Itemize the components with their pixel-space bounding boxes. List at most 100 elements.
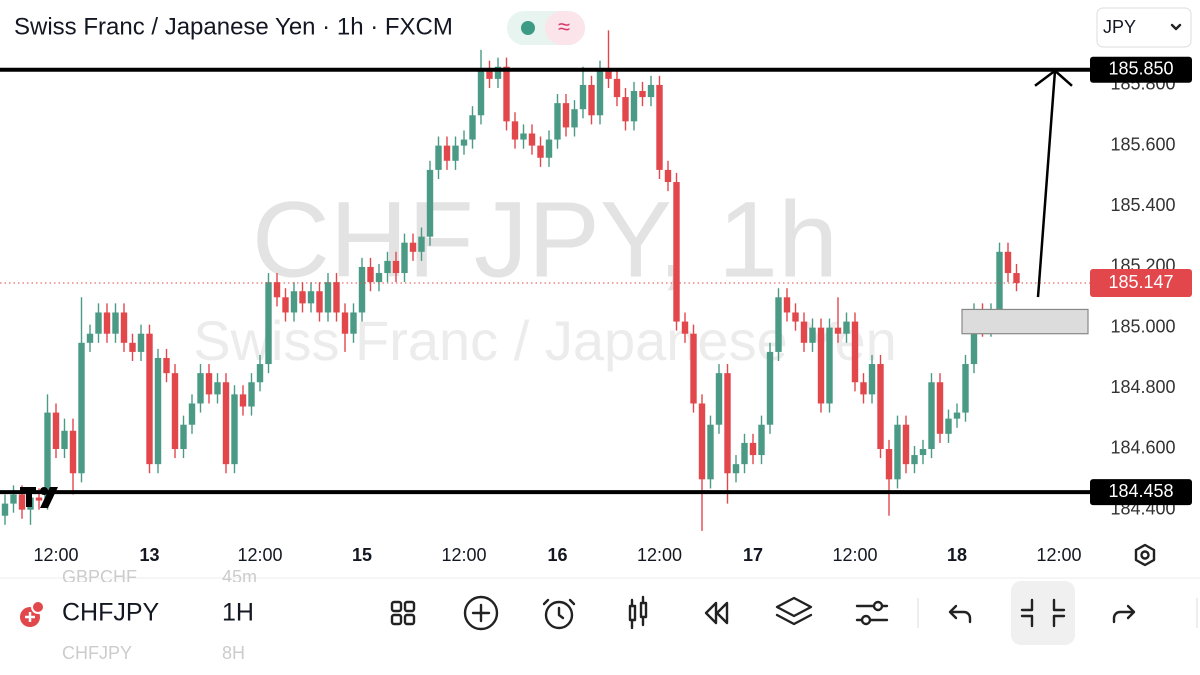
candle-body — [265, 282, 272, 365]
candle-body — [868, 364, 876, 395]
candle-body — [154, 357, 162, 465]
symbol-icon[interactable] — [20, 600, 45, 627]
undo-icon[interactable] — [948, 604, 972, 624]
candle-body — [392, 260, 400, 274]
candle-body — [860, 382, 867, 395]
candle-body — [86, 333, 94, 343]
x-tick-label: 12:00 — [1036, 545, 1081, 565]
currency-select[interactable]: JPY — [1096, 7, 1192, 48]
candle-body — [61, 430, 68, 449]
indicator-icon[interactable] — [628, 595, 648, 630]
settings-sliders-icon[interactable] — [855, 600, 889, 626]
chart-title: Swiss Franc / Japanese Yen · 1h · FXCM — [14, 13, 453, 40]
currency-label: JPY — [1103, 17, 1136, 37]
last-price-tag — [1090, 269, 1192, 298]
replay-icon[interactable] — [704, 601, 729, 625]
candle-body — [273, 282, 281, 298]
candle-body — [180, 424, 187, 449]
candle-body — [851, 321, 859, 383]
candle-body — [647, 84, 655, 98]
candle-body — [996, 251, 1003, 313]
candle-body — [44, 412, 51, 501]
candle-body — [197, 373, 204, 404]
candle-body — [256, 364, 264, 383]
price-axis: 184.400184.600184.800185.000185.200185.4… — [1090, 55, 1200, 540]
candle-body — [443, 145, 451, 161]
candle-body — [409, 242, 417, 252]
candle-body — [205, 373, 213, 395]
settings-icon[interactable] — [1134, 543, 1156, 567]
candle-body — [341, 312, 349, 334]
candle-body — [919, 448, 927, 456]
redo-icon[interactable] — [1112, 604, 1136, 624]
y-tick-label: 185.000 — [1110, 316, 1175, 336]
candle-body — [732, 464, 740, 474]
alert-icon[interactable] — [542, 598, 576, 630]
collapse-button[interactable] — [1011, 581, 1075, 645]
candle-body — [171, 373, 179, 449]
candle-body — [970, 312, 978, 365]
candle-body — [460, 139, 468, 146]
toolbar: GBPCHF 45m CHFJPY 8H CHFJPY 1H — [0, 567, 1200, 663]
candle-body — [163, 357, 170, 374]
candle-body — [120, 312, 128, 343]
plot-area — [1, 30, 1020, 531]
logo — [20, 487, 58, 508]
layout-icon[interactable] — [390, 600, 416, 626]
candle-body — [188, 403, 196, 425]
candle-body — [741, 442, 748, 465]
interval[interactable]: 1H — [222, 599, 254, 627]
candle-body — [562, 103, 570, 128]
y-tick-label: 185.400 — [1110, 195, 1175, 215]
collapse-icon — [1020, 598, 1066, 628]
watermark: CHFJPY, 1h Swiss Franc / Japanese Yen — [193, 179, 897, 372]
candle-body — [299, 291, 306, 304]
add-icon[interactable] — [463, 595, 499, 631]
candle-body — [826, 327, 833, 404]
candle-body — [928, 382, 935, 449]
candle-body — [953, 412, 961, 419]
candle-body — [596, 69, 604, 116]
x-tick-label: 15 — [352, 545, 372, 565]
candle-body — [1004, 251, 1012, 274]
candle-body — [588, 84, 595, 116]
candle-body — [95, 312, 102, 334]
layers-icon[interactable] — [775, 596, 813, 626]
candle-body — [469, 115, 476, 140]
time-axis: 12:00 13 12:00 15 12:00 16 12:00 17 12:00 18 12:00 — [33, 545, 1081, 565]
candle-body — [758, 424, 765, 456]
candle-body — [137, 333, 145, 352]
candle-body — [571, 109, 578, 128]
x-tick-label: 16 — [547, 545, 567, 565]
candle-body — [656, 84, 663, 170]
candle-body — [384, 260, 391, 274]
y-tick-label: 185.600 — [1110, 134, 1175, 154]
candle-body — [834, 327, 842, 334]
y-tick-label: 184.800 — [1110, 377, 1175, 397]
candle-body — [239, 394, 247, 407]
candle-body — [698, 403, 706, 480]
candle-body — [809, 327, 816, 343]
candle-body — [18, 494, 26, 510]
overlays: 185.147 185.850 184.458 — [0, 56, 1192, 506]
candle-body — [715, 373, 723, 425]
candle-body — [129, 342, 136, 352]
hint-interval: 45m — [222, 567, 257, 587]
candle-body — [537, 145, 544, 158]
symbol[interactable]: CHFJPY — [62, 599, 160, 627]
last-price-label: 185.147 — [1108, 272, 1173, 292]
arrow-head — [1034, 69, 1073, 87]
x-tick-label: 13 — [139, 545, 159, 565]
x-tick-label: 12:00 — [33, 545, 78, 565]
status-pill[interactable]: ≈ — [507, 11, 585, 45]
candle-body — [333, 282, 340, 313]
candle-body — [307, 291, 315, 304]
candle-body — [231, 394, 238, 465]
candle-body — [639, 91, 646, 98]
candle-body — [350, 312, 357, 334]
candle-body — [324, 282, 332, 313]
candle-body — [103, 312, 111, 334]
x-tick-label: 12:00 — [237, 545, 282, 565]
